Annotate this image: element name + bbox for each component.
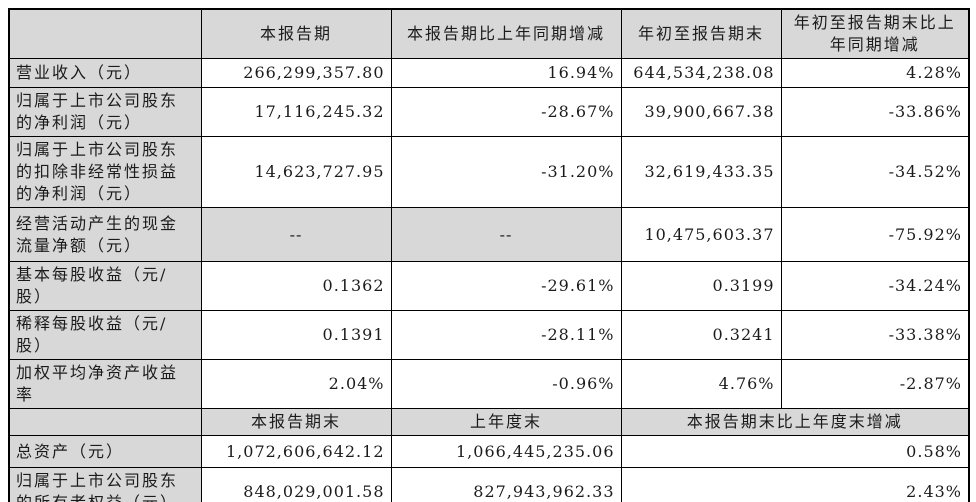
value-cell: -33.38% [780, 310, 970, 360]
value-cell: 644,534,238.08 [620, 58, 782, 88]
row-label-cell: 稀释每股收益（元/ 股） [8, 310, 202, 360]
row-total-assets: 总资产（元） 1,072,606,642.12 1,066,445,235.06… [8, 435, 970, 468]
row-net-profit-excl-nonrecurring: 归属于上市公司股东 的扣除非经常性损益 的净利润（元） 14,623,727.9… [8, 136, 970, 208]
value-cell: 2.43% [620, 467, 970, 502]
value-cell: 32,619,433.35 [620, 136, 782, 208]
row-label-cell: 归属于上市公司股东 的净利润（元） [8, 87, 202, 137]
value-cell: 0.1362 [200, 261, 392, 311]
col-header-current-period: 本报告期 [200, 8, 392, 59]
section1-header-row: 本报告期 本报告期比上年同期增减 年初至报告期末 年初至报告期末比上 年同期增减 [8, 8, 970, 59]
col-header-current-period-yoy-change: 本报告期比上年同期增减 [390, 8, 622, 59]
value-cell: -0.96% [390, 359, 622, 409]
value-cell: -75.92% [780, 207, 970, 262]
value-cell: -28.67% [390, 87, 622, 137]
value-cell: 2.04% [200, 359, 392, 409]
row-label-cell: 归属于上市公司股东 的扣除非经常性损益 的净利润（元） [8, 136, 202, 208]
value-cell: -29.61% [390, 261, 622, 311]
corner-header-cell [8, 8, 202, 59]
corner-header-cell [8, 408, 202, 436]
col-header-prior-year-end: 上年度末 [390, 408, 622, 436]
value-cell: -34.24% [780, 261, 970, 311]
value-cell: -28.11% [390, 310, 622, 360]
col-header-change-vs-prior-year-end: 本报告期末比上年度末增减 [620, 408, 970, 436]
value-cell: 14,623,727.95 [200, 136, 392, 208]
value-cell: -34.52% [780, 136, 970, 208]
row-label-cell: 基本每股收益（元/ 股） [8, 261, 202, 311]
value-cell: 266,299,357.80 [200, 58, 392, 88]
row-label-cell: 经营活动产生的现金 流量净额（元） [8, 207, 202, 262]
col-header-ytd-yoy-change: 年初至报告期末比上 年同期增减 [780, 8, 970, 59]
col-header-period-end: 本报告期末 [200, 408, 392, 436]
row-net-profit-attributable: 归属于上市公司股东 的净利润（元） 17,116,245.32 -28.67% … [8, 87, 970, 137]
row-diluted-eps: 稀释每股收益（元/ 股） 0.1391 -28.11% 0.3241 -33.3… [8, 310, 970, 360]
value-cell: 0.3241 [620, 310, 782, 360]
row-label-cell: 营业收入（元） [8, 58, 202, 88]
section2-header-row: 本报告期末 上年度末 本报告期末比上年度末增减 [8, 408, 970, 436]
row-label-cell: 归属于上市公司股东 的所有者权益（元） [8, 467, 202, 502]
value-cell: 0.3199 [620, 261, 782, 311]
value-cell: 39,900,667.38 [620, 87, 782, 137]
na-cell: -- [390, 207, 622, 262]
row-operating-revenue: 营业收入（元） 266,299,357.80 16.94% 644,534,23… [8, 58, 970, 88]
row-owners-equity: 归属于上市公司股东 的所有者权益（元） 848,029,001.58 827,9… [8, 467, 970, 502]
value-cell: 0.1391 [200, 310, 392, 360]
value-cell: -31.20% [390, 136, 622, 208]
value-cell: 10,475,603.37 [620, 207, 782, 262]
row-label-cell: 总资产（元） [8, 435, 202, 468]
row-weighted-avg-roe: 加权平均净资产收益 率 2.04% -0.96% 4.76% -2.87% [8, 359, 970, 409]
value-cell: 848,029,001.58 [200, 467, 392, 502]
value-cell: 827,943,962.33 [390, 467, 622, 502]
value-cell: 17,116,245.32 [200, 87, 392, 137]
row-label-cell: 加权平均净资产收益 率 [8, 359, 202, 409]
value-cell: 16.94% [390, 58, 622, 88]
na-cell: -- [200, 207, 392, 262]
row-basic-eps: 基本每股收益（元/ 股） 0.1362 -29.61% 0.3199 -34.2… [8, 261, 970, 311]
value-cell: -33.86% [780, 87, 970, 137]
value-cell: 1,072,606,642.12 [200, 435, 392, 468]
value-cell: 1,066,445,235.06 [390, 435, 622, 468]
row-operating-cash-flow: 经营活动产生的现金 流量净额（元） -- -- 10,475,603.37 -7… [8, 207, 970, 262]
value-cell: 4.76% [620, 359, 782, 409]
value-cell: 4.28% [780, 58, 970, 88]
col-header-ytd: 年初至报告期末 [620, 8, 782, 59]
value-cell: 0.58% [620, 435, 970, 468]
value-cell: -2.87% [780, 359, 970, 409]
key-accounting-data-table: 本报告期 本报告期比上年同期增减 年初至报告期末 年初至报告期末比上 年同期增减… [8, 8, 970, 502]
